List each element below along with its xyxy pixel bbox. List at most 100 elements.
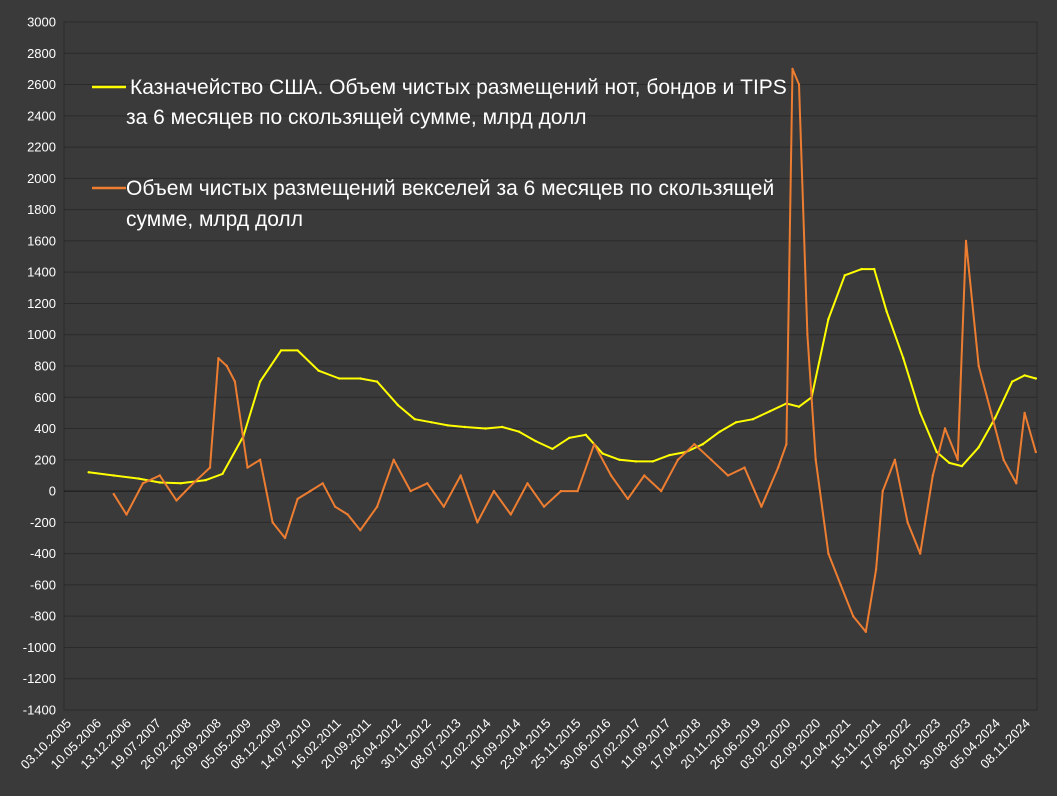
series-2-point	[217, 357, 220, 360]
series-2-point	[785, 443, 788, 446]
series-2-point	[814, 458, 817, 461]
y-tick-label: 2600	[27, 77, 56, 92]
series-2-point	[1034, 450, 1038, 454]
legend: Казначейство США. Объем чистых размещени…	[92, 76, 787, 231]
series-2-point	[359, 529, 362, 532]
series-2-point	[225, 364, 228, 368]
series-2-point	[258, 458, 262, 461]
series-2-point	[333, 505, 337, 508]
series-2-point	[797, 83, 801, 86]
series-line-1	[87, 268, 1037, 485]
series-2-point	[776, 466, 780, 469]
y-tick-label: -200	[30, 515, 56, 530]
series-1-point	[994, 416, 997, 419]
series-1-point	[919, 411, 922, 415]
series-2-point	[409, 489, 412, 493]
series-1-point	[843, 274, 846, 277]
series-2-point	[559, 489, 563, 493]
series-2-point	[726, 474, 730, 477]
y-tick-label: 1000	[27, 327, 56, 342]
legend-label-notes-bonds-line1: Казначейство США. Объем чистых размещени…	[130, 76, 787, 99]
series-2-point	[643, 474, 646, 477]
series-2-point	[141, 482, 145, 485]
series-2-point	[542, 505, 546, 508]
series-2-point	[112, 493, 116, 496]
series-2-point	[676, 458, 680, 461]
legend-label-bills-line1: Объем чистых размещений векселей за 6 ме…	[126, 177, 774, 200]
y-tick-label: -1400	[23, 703, 56, 718]
series-1-point	[317, 369, 320, 372]
y-tick-label: 600	[34, 390, 56, 405]
series-2-point	[593, 443, 596, 446]
series-1-point	[977, 446, 980, 449]
series-2-point	[852, 615, 855, 618]
series-2-point	[1023, 411, 1026, 415]
series-1-point	[668, 453, 671, 457]
series-1-point	[338, 377, 341, 380]
series-2-point	[321, 482, 324, 485]
y-tick-label: 3000	[27, 15, 56, 30]
y-tick-label: -600	[30, 577, 56, 592]
series-2-point	[931, 474, 934, 477]
y-tick-label: -1200	[23, 671, 56, 686]
series-1-point	[584, 433, 587, 436]
series-1-point	[296, 349, 299, 352]
series-2-point	[459, 474, 462, 477]
series-2-point	[283, 536, 287, 540]
series-1-point	[935, 450, 938, 454]
y-tick-label: 1600	[27, 233, 56, 248]
series-2-point	[660, 489, 663, 493]
series-2-point	[271, 521, 274, 524]
series-2-point	[175, 499, 178, 502]
series-1-point	[751, 418, 755, 421]
y-tick-label: 400	[34, 421, 56, 436]
y-tick-label: -400	[30, 546, 56, 561]
series-2-point	[990, 411, 993, 415]
y-tick-label: 800	[34, 359, 56, 374]
series-2-point	[827, 552, 830, 555]
series-1-point	[768, 410, 771, 413]
series-2-point	[233, 380, 237, 383]
y-tick-label: 1400	[27, 265, 56, 280]
series-2-point	[246, 466, 249, 469]
series-1-point	[860, 267, 863, 271]
series-1-point	[651, 460, 654, 463]
series-2-point	[1002, 458, 1005, 461]
series-1-point	[204, 478, 207, 482]
series-1-point	[634, 460, 638, 463]
series-2-point	[609, 474, 613, 477]
series-2-point	[710, 458, 713, 461]
series-2-point	[125, 513, 128, 516]
y-tick-label: 200	[34, 452, 56, 467]
series-2-point	[309, 489, 312, 493]
legend-label-notes-bonds-line2: за 6 месяцев по скользящей сумме, млрд д…	[126, 106, 587, 129]
series-1-point	[137, 477, 140, 480]
y-tick-label: 2400	[27, 108, 56, 123]
series-1-point	[112, 474, 116, 477]
series-1-point	[375, 380, 379, 383]
series-2-point	[943, 427, 947, 430]
y-tick-label: 1800	[27, 202, 56, 217]
series-1-point	[827, 317, 830, 321]
y-tick-label: 1200	[27, 296, 56, 311]
series-2-point	[893, 458, 897, 461]
legend-label-bills-line2: сумме, млрд долл	[126, 208, 303, 231]
series-1-point	[601, 452, 604, 455]
series-2-point	[576, 489, 579, 493]
series-1-point	[158, 481, 161, 484]
series-1-point	[885, 310, 888, 313]
y-axis: 3000280026002400220020001800160014001200…	[23, 15, 1037, 718]
series-1-point	[279, 349, 283, 352]
series-2-point	[806, 333, 809, 336]
series-1-point	[179, 482, 182, 485]
series-1-point	[534, 439, 537, 443]
series-2-point	[964, 239, 968, 243]
series-1-point	[718, 430, 721, 433]
y-tick-label: 2000	[27, 171, 56, 186]
series-2-point	[476, 521, 479, 524]
series-2-point	[442, 505, 445, 508]
y-tick-label: 0	[49, 484, 56, 499]
series-2-point	[192, 482, 195, 485]
